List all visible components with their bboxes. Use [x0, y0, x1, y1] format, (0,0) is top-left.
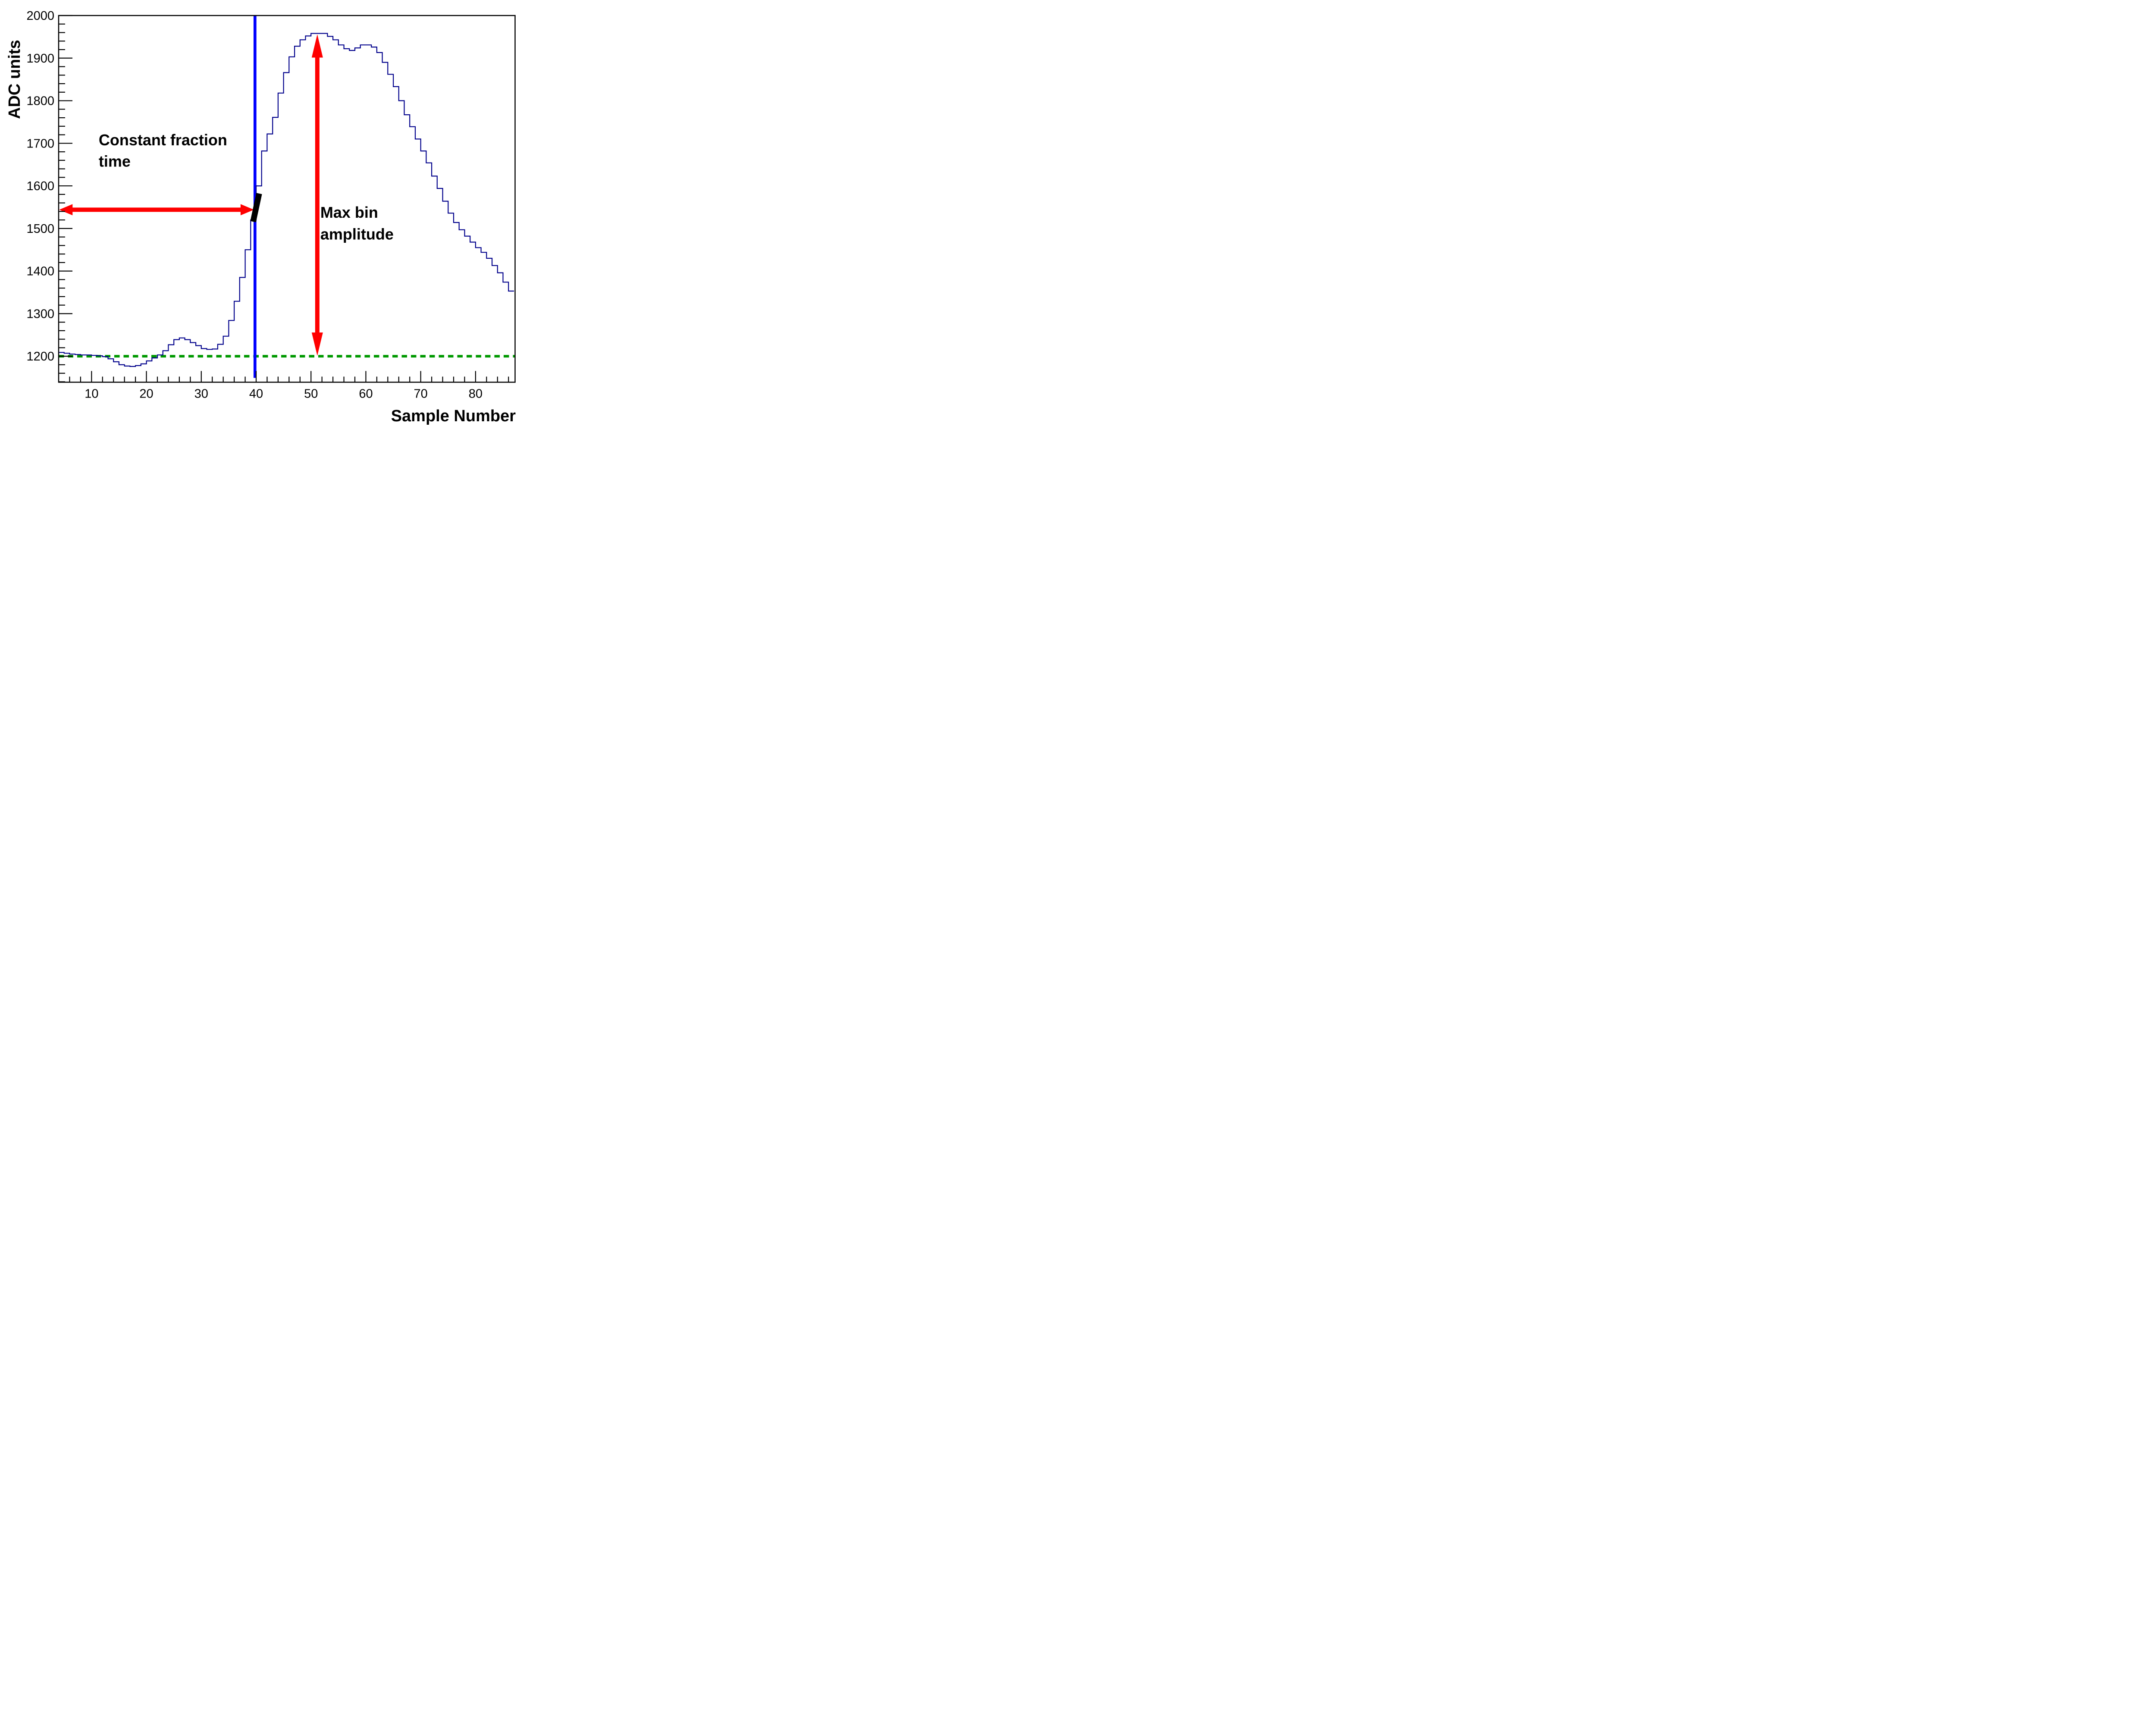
- x-tick-label: 50: [304, 387, 318, 401]
- constant-fraction-label-line2: time: [99, 153, 131, 170]
- y-tick-label: 1400: [26, 265, 54, 279]
- y-tick-label: 1600: [26, 179, 54, 193]
- y-tick-label: 1500: [26, 222, 54, 236]
- x-tick-label: 40: [249, 387, 263, 401]
- arrowhead-right: [240, 204, 254, 216]
- cf-crossing-marker: [250, 193, 262, 222]
- waveform-figure: 1200 1300 1400 1500 1600 1700 1800 1900 2000 10 20…: [0, 0, 572, 429]
- y-tick-label: 1200: [26, 350, 54, 363]
- y-tick-label: 1700: [26, 137, 54, 150]
- x-tick-label: 20: [139, 387, 153, 401]
- x-tick-label: 30: [194, 387, 208, 401]
- max-bin-label-line1: Max bin: [320, 204, 378, 221]
- y-tick-label: 1300: [26, 307, 54, 321]
- constant-fraction-label-line1: Constant fraction: [99, 131, 227, 149]
- x-axis-title: Sample Number: [391, 407, 516, 425]
- arrowhead-bottom: [311, 332, 323, 356]
- y-tick-label: 1800: [26, 94, 54, 108]
- x-tick-label: 10: [85, 387, 98, 401]
- constant-fraction-arrow: [59, 204, 254, 216]
- waveform-trace: [59, 33, 514, 367]
- plot-frame: [58, 15, 516, 383]
- x-tick-label: 60: [359, 387, 373, 401]
- x-tick-label: 80: [469, 387, 483, 401]
- x-tick-label: 70: [414, 387, 428, 401]
- arrowhead-top: [311, 34, 323, 58]
- y-tick-label: 2000: [26, 9, 54, 23]
- adc-waveform-chart: 1200 1300 1400 1500 1600 1700 1800 1900 2000 10 20…: [0, 0, 572, 429]
- figure-background: [0, 0, 572, 429]
- max-amplitude-arrow: [311, 34, 323, 356]
- y-axis-title: ADC units: [6, 40, 24, 119]
- arrowhead-left: [59, 204, 73, 216]
- max-bin-label-line2: amplitude: [320, 226, 394, 243]
- y-tick-label: 1900: [26, 52, 54, 66]
